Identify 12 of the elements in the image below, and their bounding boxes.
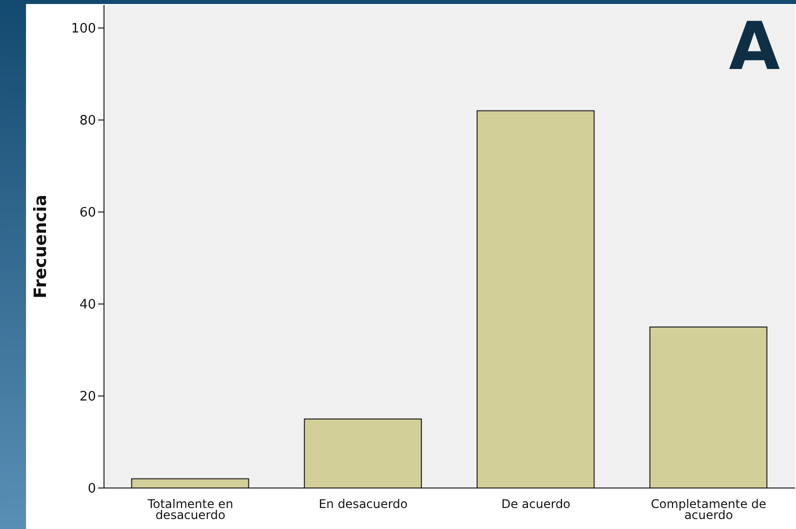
y-tick-label: 0 [88, 482, 96, 497]
x-tick-label: En desacuerdo [318, 497, 408, 511]
y-tick-label: 60 [79, 206, 96, 221]
x-tick-label: Completamente de acuerdo [650, 497, 766, 522]
x-tick-label: De acuerdo [501, 497, 570, 511]
x-tick-label: Totalmente en desacuerdo [146, 497, 234, 522]
y-tick-label: 20 [79, 390, 96, 405]
y-tick-label: 100 [71, 22, 96, 37]
y-tick-label: 80 [79, 114, 96, 129]
y-axis-title: Frecuencia [31, 194, 52, 298]
y-tick-label: 40 [79, 298, 96, 313]
annotation: A [728, 8, 780, 85]
